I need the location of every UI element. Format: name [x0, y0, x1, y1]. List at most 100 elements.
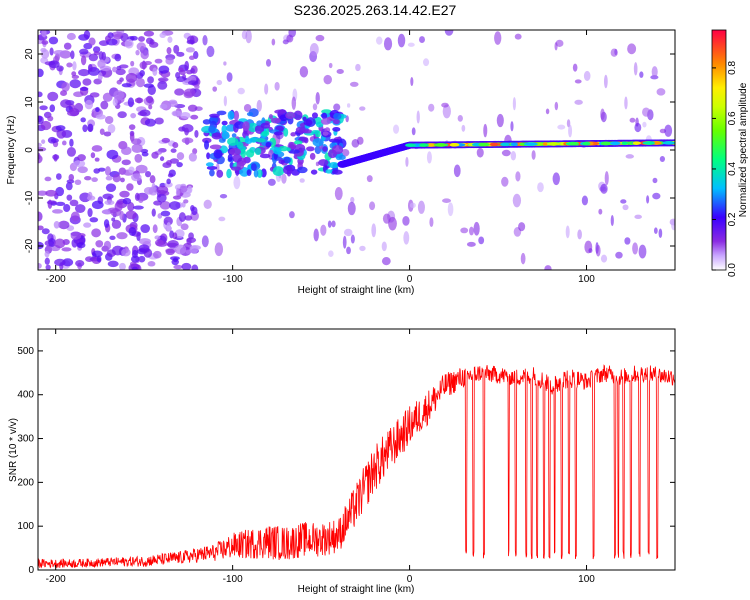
- spectrogram-blob: [114, 53, 122, 62]
- spectrogram-band-core: [523, 142, 538, 146]
- spectrogram-blob: [172, 142, 179, 149]
- spectrogram-blob: [286, 34, 294, 43]
- spectrogram-blob: [444, 30, 454, 36]
- spectrogram-blob: [583, 70, 591, 81]
- spectrogram-blob: [45, 264, 51, 270]
- spectrogram-blob: [315, 34, 325, 42]
- spectrogram-blob: [219, 193, 228, 199]
- spectrogram-blob: [311, 129, 320, 135]
- spectrogram-blob: [227, 137, 239, 146]
- spectrogram-blob: [294, 140, 303, 145]
- spectrogram-blob: [496, 113, 504, 128]
- spectrogram-blob: [152, 224, 158, 234]
- spectrogram-blob: [70, 231, 82, 240]
- spectrogram-blob: [347, 201, 356, 216]
- x-tick-label: -200: [46, 274, 66, 285]
- spectrogram-blob: [180, 223, 189, 231]
- spectrogram-blob: [634, 122, 642, 133]
- spectrogram-blob: [346, 103, 351, 108]
- spectrogram-blob: [160, 210, 171, 217]
- spectrogram-blob: [268, 114, 273, 120]
- spectrogram-blob: [47, 115, 54, 122]
- spectrogram-blob: [221, 120, 228, 126]
- spectrogram-blob: [189, 245, 199, 254]
- spectrogram-blob: [38, 115, 44, 125]
- spectrogram-blob: [246, 112, 254, 117]
- spectrogram-blob: [510, 151, 517, 161]
- spectrogram-blob: [38, 225, 44, 231]
- spectrogram-blob: [299, 178, 305, 183]
- spectrogram-blob: [117, 200, 124, 205]
- spectrogram-blob: [321, 112, 328, 119]
- spectrogram-blob: [633, 62, 638, 76]
- spectrogram-blob: [227, 110, 235, 120]
- spectrogram-blob: [209, 113, 220, 118]
- spectrogram-blob: [157, 77, 169, 82]
- spectrogram-blob: [69, 138, 74, 147]
- spectrogram-blob: [409, 202, 416, 209]
- spectrogram-blob: [41, 139, 46, 144]
- spectrogram-blob: [457, 115, 463, 122]
- spectrogram-blob: [158, 65, 170, 74]
- spectrogram-blob: [131, 173, 142, 182]
- spectrogram-blob: [603, 74, 608, 89]
- spectrogram-blob: [109, 235, 116, 241]
- spectrogram-blob: [325, 169, 333, 174]
- spectrogram-blob: [121, 159, 131, 166]
- spectrogram-blob: [55, 125, 66, 131]
- spectrogram-band-core: [489, 142, 499, 147]
- spectrogram-blob: [149, 175, 156, 184]
- spectrogram-blob: [671, 220, 675, 231]
- spectrogram-blob: [632, 242, 639, 255]
- spectrogram-blob: [349, 81, 359, 87]
- spectrogram-blob: [83, 222, 92, 228]
- spectrogram-blob: [303, 137, 309, 144]
- spectrogram-blob: [173, 264, 183, 270]
- spectrogram-blob: [61, 81, 70, 92]
- spectrogram-blob: [90, 152, 96, 159]
- spectrogram-blob: [205, 162, 214, 167]
- spectrogram-band-core: [609, 141, 621, 146]
- spectrogram-blob: [441, 102, 449, 108]
- spectrogram-blob: [545, 108, 550, 115]
- spectrogram-blob: [53, 50, 65, 56]
- spectrogram-blob: [97, 72, 103, 81]
- spectrogram-blob: [151, 182, 156, 193]
- spectrogram-blob: [174, 88, 185, 96]
- spectrogram-blob: [128, 226, 137, 236]
- colorbar-tick-label: 0.8: [727, 61, 738, 75]
- spectrogram-blob: [44, 250, 50, 258]
- spectrogram-blob: [166, 159, 173, 166]
- spectrogram-blob: [350, 234, 355, 244]
- page-title: S236.2025.263.14.42.E27: [293, 2, 457, 18]
- spectrogram-blob: [100, 100, 109, 110]
- spectrogram-blob: [256, 138, 266, 143]
- spectrogram-blob: [141, 151, 149, 157]
- spectrogram-blob: [186, 69, 193, 75]
- spectrogram-blob: [283, 165, 293, 175]
- spectrogram-blob: [218, 216, 226, 222]
- spectrogram-blob: [331, 145, 344, 155]
- spectrogram-blob: [190, 205, 195, 212]
- spectrogram-blob: [156, 193, 167, 203]
- y-tick-label: 300: [17, 434, 34, 445]
- spectrogram-blob: [56, 65, 64, 72]
- spectrogram-blob: [407, 42, 415, 47]
- spectrogram-blob: [62, 140, 67, 146]
- spectrogram-blob: [382, 213, 391, 224]
- spectrogram-blob: [53, 154, 58, 162]
- spectrogram-blob: [426, 151, 432, 164]
- spectrogram-blob: [206, 165, 218, 171]
- spectrogram-blob: [233, 175, 241, 190]
- spectrogram-blob: [194, 129, 199, 138]
- spectrogram-blob: [588, 248, 593, 253]
- spectrogram-blob: [113, 90, 125, 100]
- spectrogram-blob: [293, 110, 303, 121]
- spectrogram-blob: [659, 156, 666, 162]
- spectrogram-blob: [134, 97, 144, 104]
- spectrogram-blob: [49, 104, 56, 113]
- spectrogram-blob: [322, 131, 329, 136]
- spectrogram-blob: [137, 111, 147, 116]
- spectrogram-blob: [656, 88, 666, 96]
- spectrogram-blob: [138, 36, 145, 42]
